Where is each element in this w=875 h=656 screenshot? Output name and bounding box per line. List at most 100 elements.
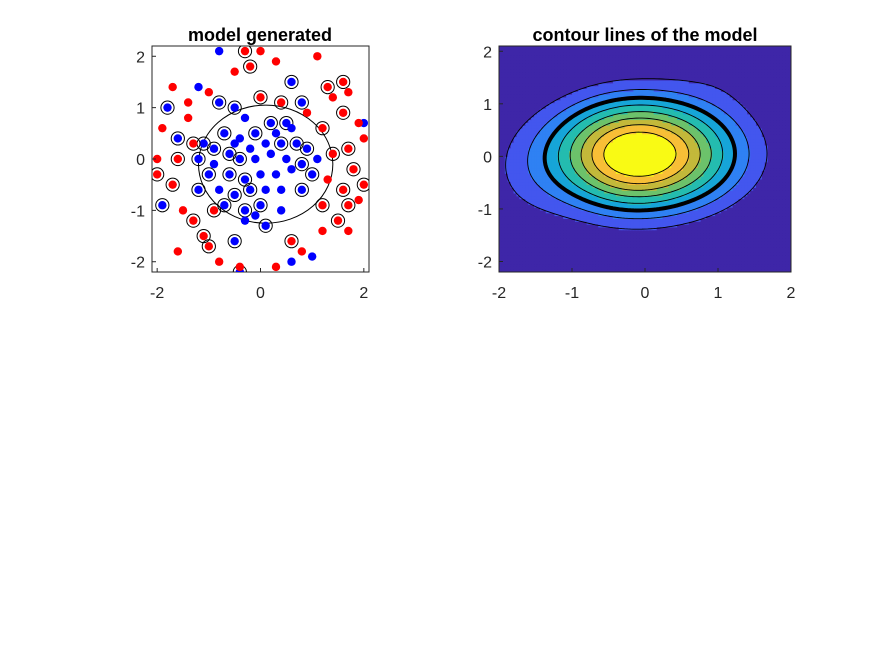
contour-cell (507, 215, 512, 219)
contour-cell (536, 159, 541, 163)
contour-cell (703, 221, 707, 225)
contour-cell (767, 190, 772, 194)
contour-cell (653, 269, 658, 272)
contour-cell (577, 204, 582, 208)
contour-cell (627, 204, 631, 208)
contour-cell (718, 249, 722, 253)
contour-cell (499, 142, 503, 146)
contour-cell (522, 184, 526, 188)
contour-cell (720, 246, 725, 250)
contour-cell (577, 175, 582, 180)
contour-cell (729, 252, 734, 256)
contour-cell (662, 229, 667, 234)
contour-cell (636, 218, 640, 222)
contour-cell (572, 142, 576, 146)
contour-cell (697, 178, 702, 183)
contour-cell (697, 136, 702, 140)
contour-cell (589, 153, 594, 157)
contour-cell (572, 153, 576, 157)
contour-cell (624, 269, 629, 272)
contour-cell (779, 159, 783, 163)
contour-cell (589, 260, 594, 265)
contour-cell (612, 226, 617, 231)
contour-cell (645, 164, 649, 169)
contour-cell (545, 255, 550, 259)
contour-cell (534, 226, 538, 231)
contour-cell (612, 175, 617, 180)
contour-cell (767, 173, 772, 177)
contour-cell (586, 195, 591, 200)
contour-cell (589, 232, 594, 236)
contour-cell (595, 181, 599, 186)
contour-cell (761, 223, 766, 228)
contour-cell (525, 144, 529, 149)
contour-cell (741, 209, 745, 214)
contour-cell (758, 215, 763, 219)
contour-cell (586, 235, 591, 239)
contour-cell (758, 173, 763, 177)
contour-cell (612, 187, 617, 191)
contour-cell (738, 252, 742, 256)
contour-cell (507, 223, 512, 228)
contour-cell (536, 260, 541, 265)
contour-cell (788, 164, 791, 169)
contour-cell (592, 235, 596, 239)
contour-cell (630, 167, 634, 171)
contour-cell (785, 229, 789, 234)
contour-cell (525, 161, 529, 166)
contour-cell (612, 221, 617, 225)
contour-cell (788, 215, 791, 219)
contour-cell (627, 139, 631, 143)
contour-cell (659, 238, 664, 242)
contour-cell (513, 178, 518, 183)
contour-cell (569, 198, 573, 202)
contour-cell (510, 187, 515, 191)
contour-cell (712, 255, 716, 259)
contour-cell (604, 187, 608, 191)
contour-cell (680, 246, 684, 250)
contour-cell (691, 235, 696, 239)
contour-cell (732, 187, 737, 191)
contour-cell (755, 175, 760, 180)
contour-cell (531, 223, 535, 228)
contour-cell (662, 257, 667, 262)
data-point (245, 144, 255, 153)
contour-cell (627, 144, 631, 149)
contour-cell (691, 184, 696, 188)
contour-cell (618, 192, 623, 197)
contour-cell (738, 260, 742, 265)
data-point (287, 165, 296, 174)
contour-cell (753, 246, 757, 250)
contour-cell (718, 204, 722, 208)
contour-cell (744, 147, 748, 152)
contour-cell (668, 147, 672, 152)
contour-cell (560, 218, 564, 222)
contour-cell (501, 153, 506, 157)
contour-cell (697, 235, 702, 239)
contour-cell (510, 240, 515, 245)
contour-cell (682, 170, 687, 174)
contour-cell (534, 190, 538, 194)
support-vector-ring (237, 46, 253, 59)
contour-cell (510, 263, 515, 267)
contour-cell (569, 175, 573, 180)
contour-cell (551, 147, 556, 152)
contour-cell (504, 252, 509, 256)
contour-cell (726, 164, 731, 169)
contour-cell (612, 229, 617, 234)
contour-cell (682, 243, 687, 248)
contour-cell (753, 223, 757, 228)
contour-cell (583, 255, 588, 259)
contour-cell (700, 249, 704, 253)
contour-cell (501, 252, 506, 256)
contour-cell (522, 192, 526, 197)
contour-cell (770, 198, 775, 202)
contour-cell (747, 187, 751, 191)
contour-cell (677, 229, 681, 234)
contour-cell (633, 218, 637, 222)
contour-cell (592, 238, 596, 242)
contour-cell (607, 255, 611, 259)
contour-cell (612, 232, 617, 236)
contour-cell (659, 201, 664, 205)
contour-cell (715, 190, 719, 194)
